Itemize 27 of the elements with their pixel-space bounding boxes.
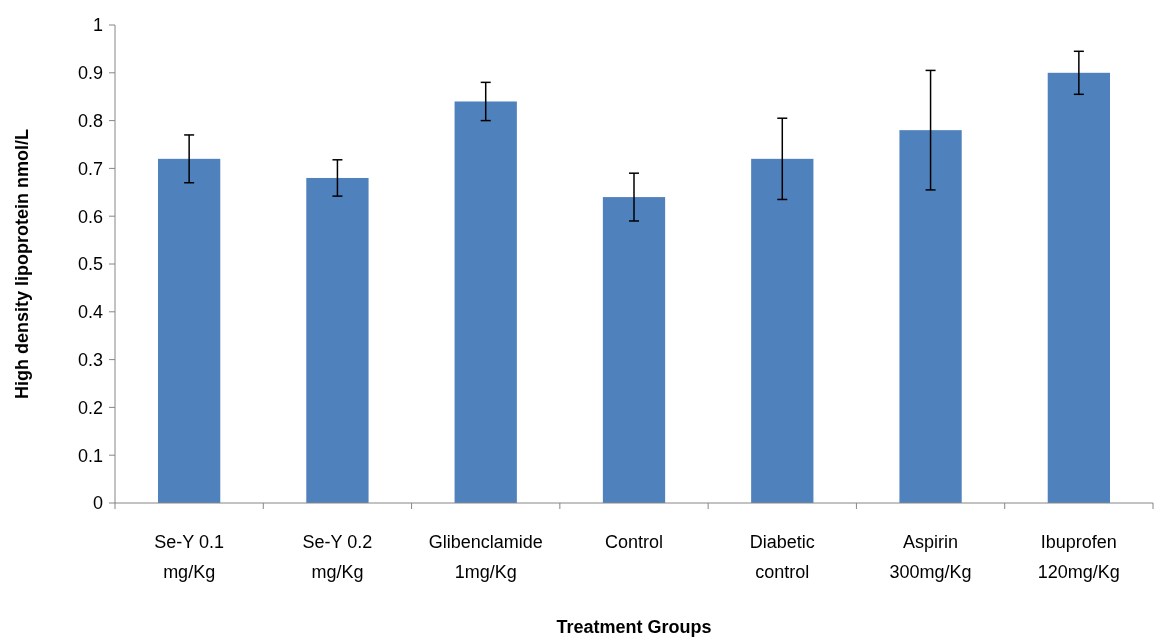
y-tick-label: 0.2 (77, 397, 103, 418)
bar (454, 101, 517, 503)
x-tick-label: Glibenclamide 1mg/Kg (428, 532, 543, 582)
y-tick-label: 0.9 (77, 63, 103, 84)
x-tick-label: Diabetic control (749, 532, 815, 582)
bar (899, 130, 962, 503)
y-tick-label: 0.5 (77, 254, 103, 275)
y-tick-label: 0.8 (77, 110, 103, 131)
x-tick-label: Control (604, 532, 664, 552)
bar (602, 197, 666, 503)
bar (306, 177, 369, 503)
y-tick-label: 0.1 (77, 445, 103, 466)
x-tick-label: Se-Y 0.1 mg/Kg (154, 532, 224, 582)
bar (1047, 72, 1110, 503)
y-tick-label: 0.3 (77, 349, 103, 370)
x-tick-label: Aspirin 300mg/Kg (889, 532, 972, 582)
bar (751, 158, 814, 503)
x-tick-label: Se-Y 0.2 mg/Kg (302, 532, 373, 582)
bar (158, 158, 221, 503)
y-tick-label: 0 (92, 493, 103, 514)
y-tick-label: 0.4 (77, 302, 103, 323)
y-axis-title: High density lipoprotein nmol/L (12, 129, 32, 399)
x-axis-title: Treatment Groups (556, 617, 712, 637)
x-tick-label: Ibuprofen 120mg/Kg (1037, 532, 1120, 582)
y-tick-label: 1 (92, 15, 103, 36)
y-tick-label: 0.7 (77, 158, 103, 179)
y-tick-label: 0.6 (77, 206, 103, 227)
